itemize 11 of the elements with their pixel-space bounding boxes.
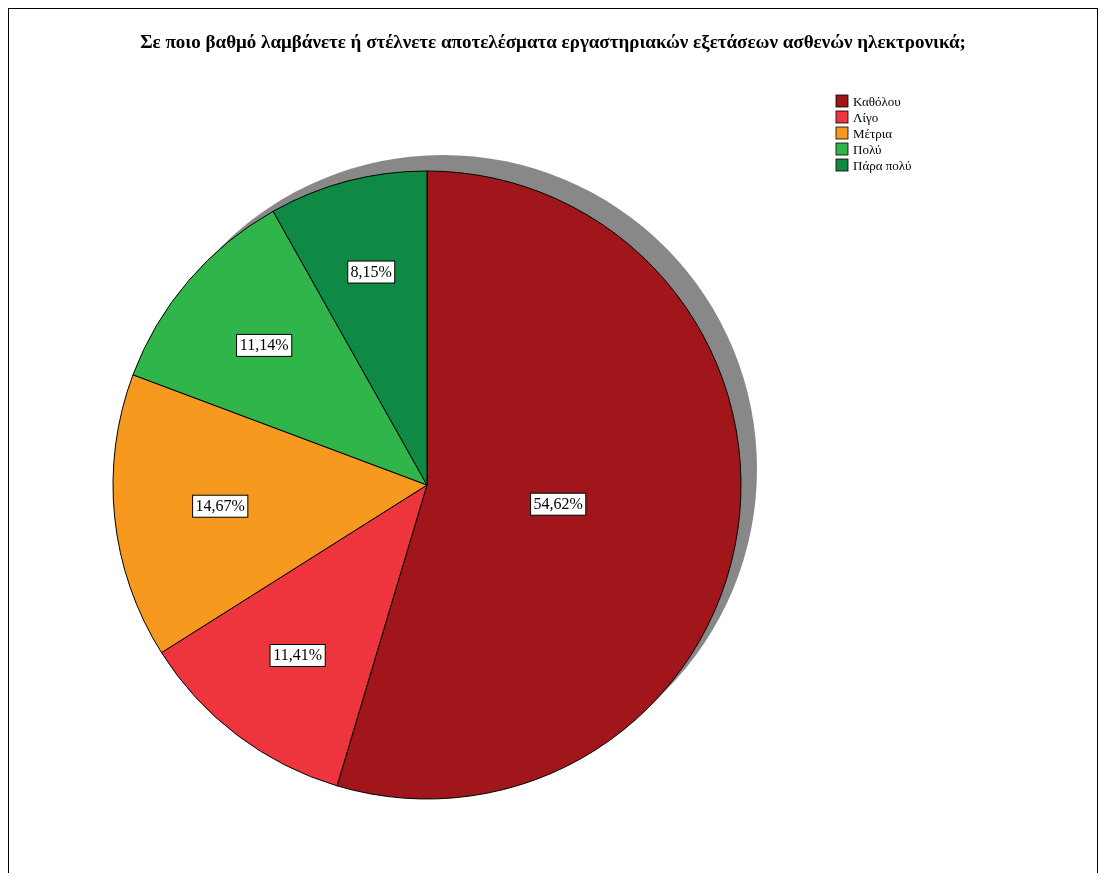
legend-label: Μέτρια (853, 126, 893, 141)
data-label: 54,62% (533, 495, 583, 513)
chart-title: Σε ποιο βαθμό λαμβάνετε ή στέλνετε αποτελέσματα εργαστηριακών εξετάσεων ασθενών ηλεκτρονικά; (140, 31, 966, 53)
data-label: 11,14% (239, 336, 289, 354)
data-label: 8,15% (350, 263, 392, 281)
legend-label: Πάρα πολύ (853, 158, 912, 173)
legend-label: Λίγο (853, 110, 879, 125)
legend-label: Καθόλου (853, 94, 901, 109)
legend-label: Πολύ (853, 142, 882, 157)
data-label: 11,41% (273, 646, 323, 664)
data-label: 14,67% (195, 497, 245, 515)
